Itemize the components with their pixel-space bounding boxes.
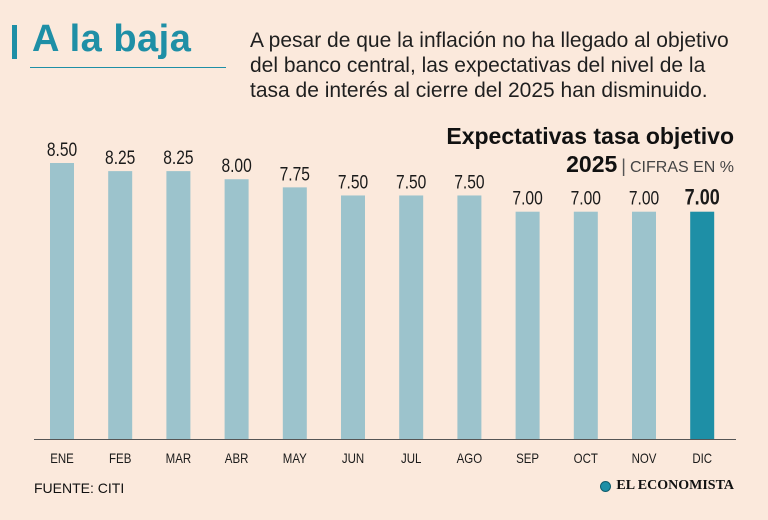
bar-dic: [690, 211, 715, 439]
chart-subtitle-separator: |: [621, 156, 626, 176]
data-label-ago: 7.50: [454, 171, 484, 193]
headline-underline: [30, 67, 226, 68]
globe-icon: [600, 480, 612, 492]
data-label-may: 7.75: [280, 163, 310, 185]
data-label-oct: 7.00: [571, 187, 601, 209]
bar-abr: [224, 179, 249, 439]
source-note: FUENTE: CITI: [34, 480, 125, 496]
headline-accent-bar: [12, 25, 17, 59]
tick-label-ene: ENE: [50, 450, 74, 466]
brand-name: EL ECONOMISTA: [616, 478, 734, 493]
data-label-ene: 8.50: [47, 139, 77, 161]
data-label-dic: 7.00: [685, 186, 720, 210]
bar-feb: [108, 171, 133, 439]
bar-oct: [573, 211, 598, 439]
data-label-mar: 8.25: [163, 147, 193, 169]
tick-label-feb: FEB: [109, 450, 131, 466]
bar-nov: [632, 211, 656, 439]
data-label-jun: 7.50: [338, 171, 368, 193]
bar-ago: [457, 195, 482, 439]
data-label-abr: 8.00: [221, 155, 251, 177]
tick-label-jun: JUN: [342, 450, 364, 466]
bar-sep: [515, 211, 540, 439]
bar-jun: [341, 195, 365, 439]
bar-ene: [50, 163, 74, 439]
chart-subtitle-unit: CIFRAS EN %: [629, 159, 734, 176]
description-text: A pesar de que la inflación no ha llegad…: [250, 29, 729, 102]
data-label-jul: 7.50: [396, 171, 426, 193]
tick-label-abr: ABR: [225, 450, 249, 466]
bar-mar: [166, 171, 191, 439]
tick-label-sep: SEP: [516, 450, 539, 466]
data-label-sep: 7.00: [512, 187, 542, 209]
tick-label-may: MAY: [283, 450, 307, 466]
tick-label-nov: NOV: [632, 450, 657, 466]
bar-jul: [399, 195, 424, 439]
chart-subtitle-year: 2025: [566, 151, 618, 177]
data-label-nov: 7.00: [629, 187, 659, 209]
headline: A la baja: [32, 18, 192, 60]
brand-logo: EL ECONOMISTA: [600, 478, 734, 494]
chart-subtitle: 2025 | CIFRAS EN %: [566, 150, 734, 182]
chart-title: Expectativas tasa objetivo: [446, 123, 734, 149]
tick-label-mar: MAR: [166, 450, 192, 466]
tick-label-ago: AGO: [457, 450, 483, 466]
bar-may: [282, 187, 307, 439]
tick-label-oct: OCT: [574, 450, 598, 466]
data-label-feb: 8.25: [105, 147, 135, 169]
tick-label-dic: DIC: [692, 450, 712, 466]
tick-label-jul: JUL: [401, 450, 421, 466]
